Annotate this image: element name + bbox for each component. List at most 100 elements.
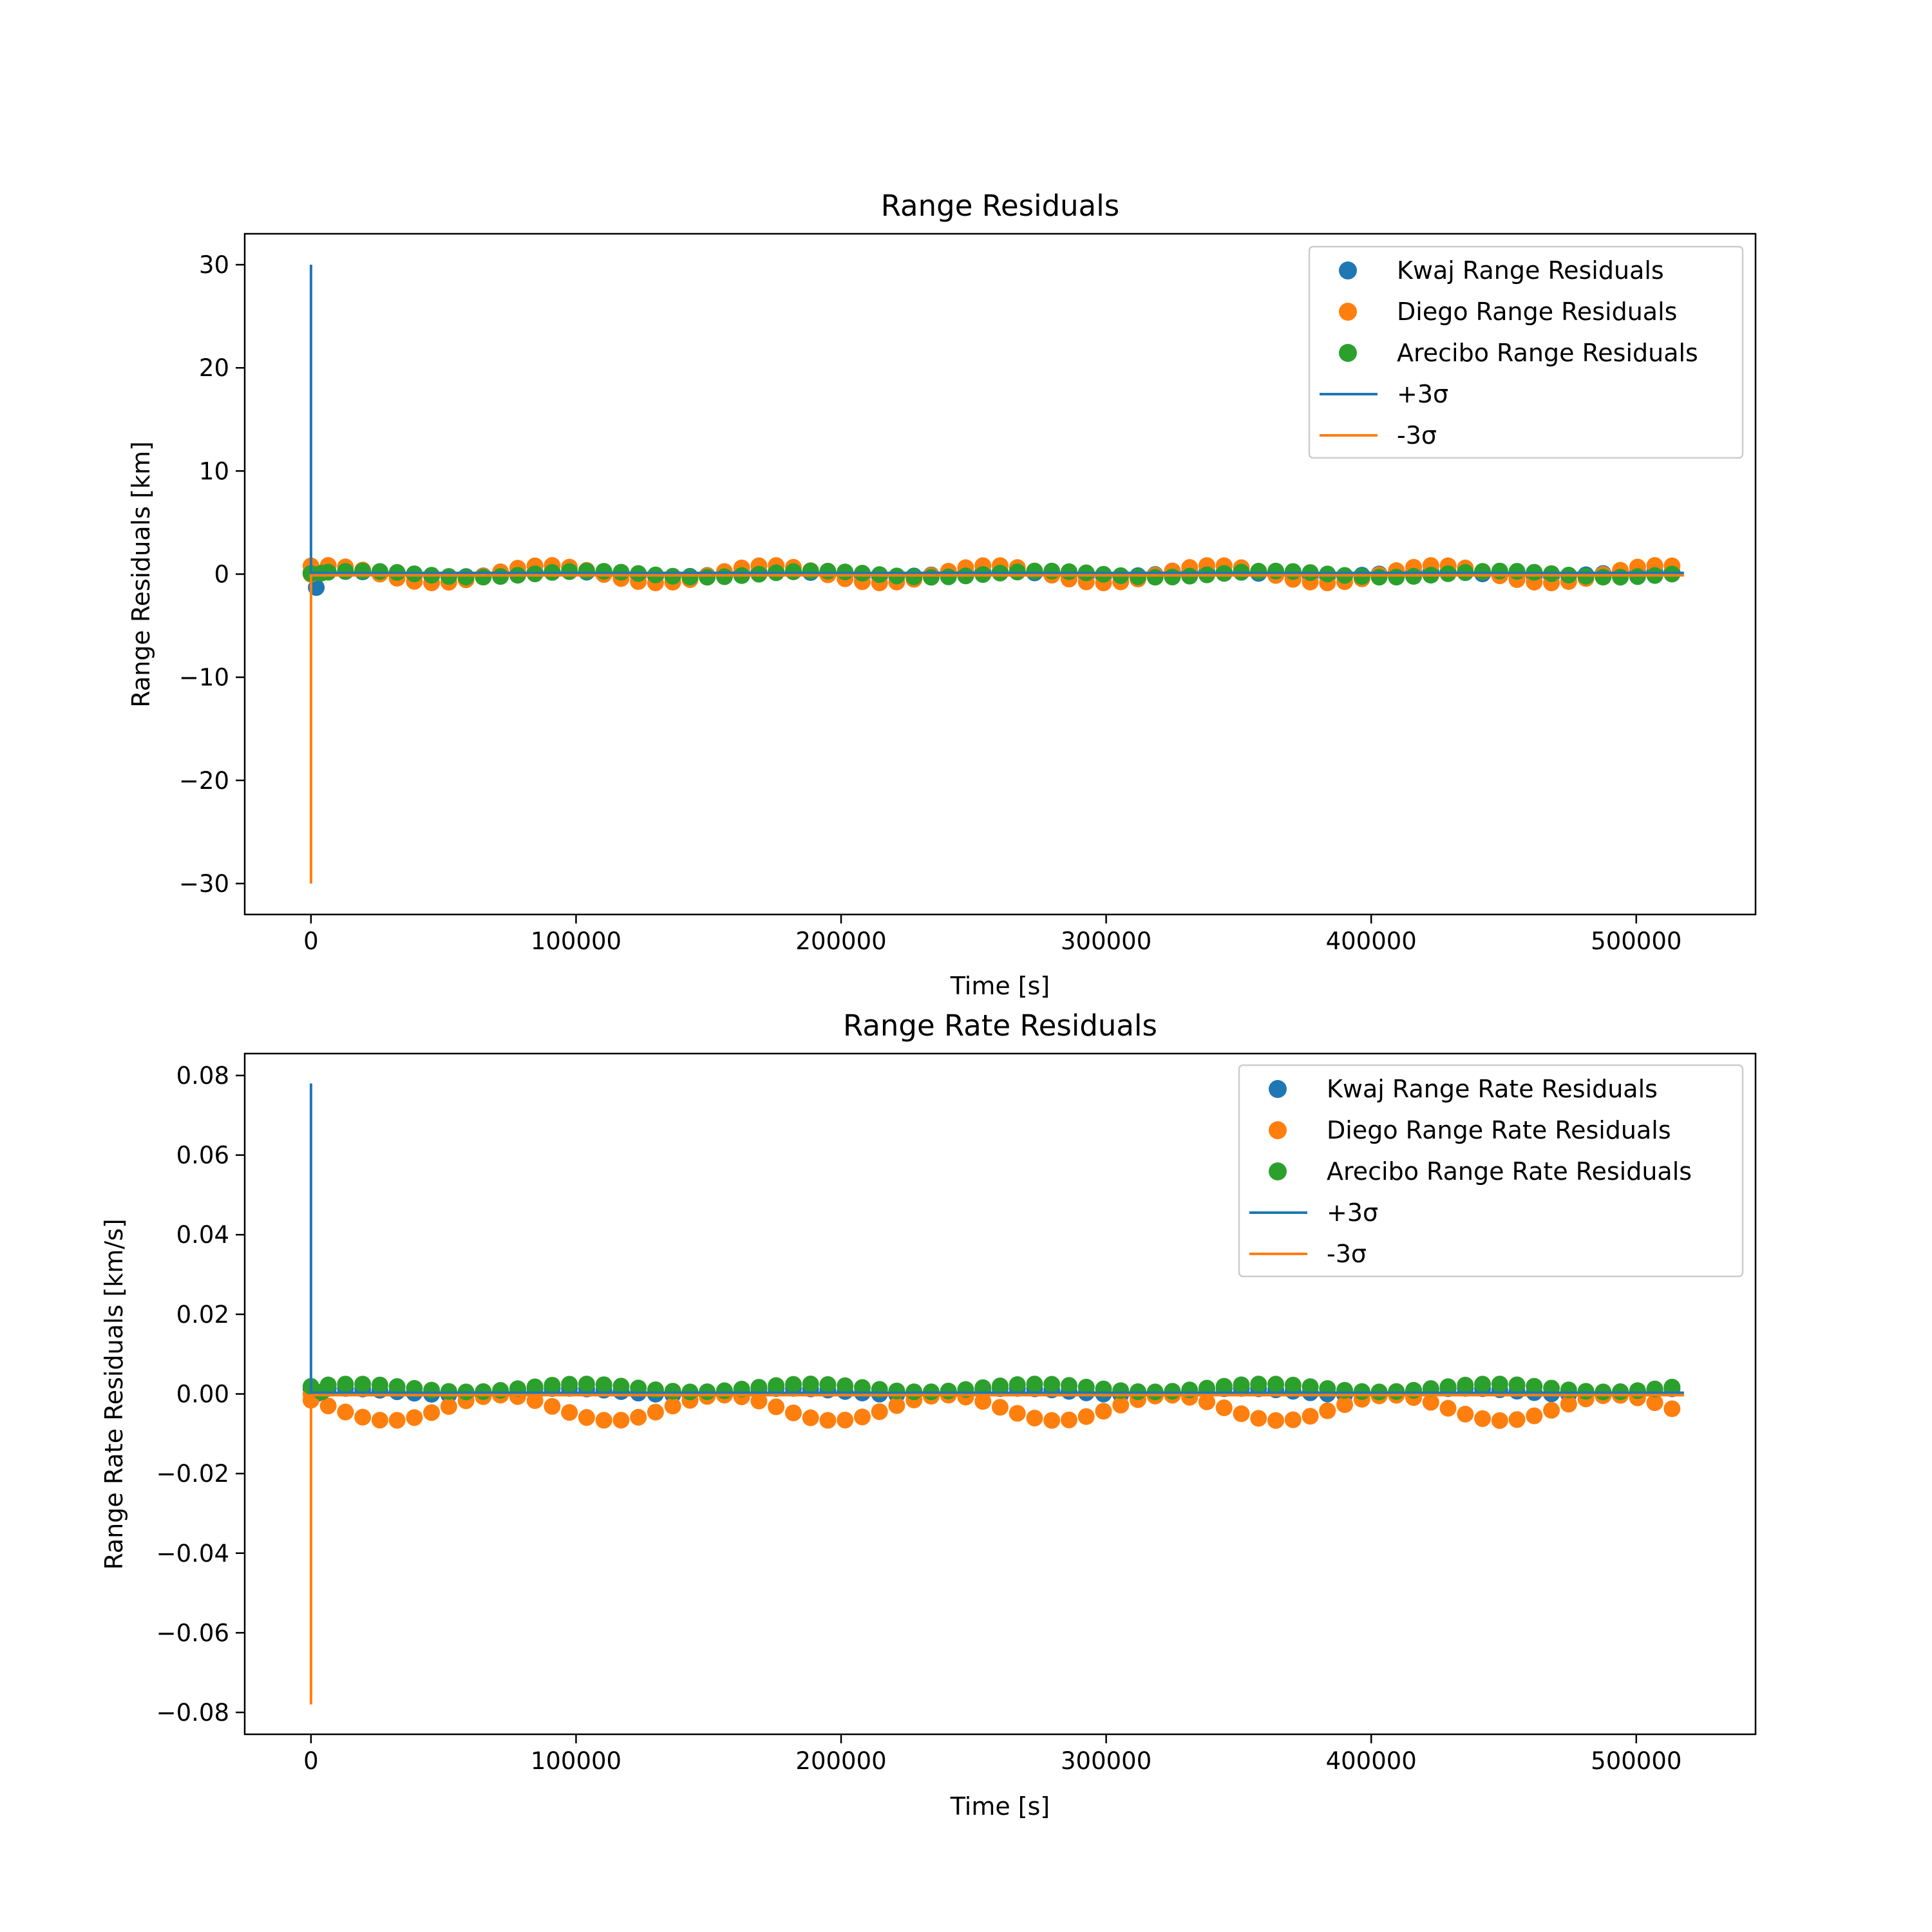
y-tick-label: 0.08: [176, 1062, 229, 1090]
legend-label: Arecibo Range Residuals: [1397, 339, 1698, 367]
x-axis-label: Time [s]: [950, 972, 1050, 1000]
data-point: [1491, 1412, 1508, 1429]
data-point: [561, 1376, 578, 1393]
legend-label: Diego Range Residuals: [1397, 298, 1677, 326]
data-point: [1026, 1409, 1043, 1426]
legend-item: -3σ: [1249, 1240, 1367, 1268]
data-point: [440, 1398, 457, 1416]
data-point: [1560, 1396, 1577, 1413]
data-point: [406, 1409, 423, 1426]
data-point: [1474, 563, 1492, 580]
data-point: [768, 1377, 785, 1394]
data-point: [1095, 1403, 1112, 1420]
sigma-line: [309, 265, 1684, 574]
data-point: [1543, 1401, 1560, 1419]
legend: Kwaj Range Residuals Diego Range Residual…: [1308, 245, 1744, 459]
data-point: [647, 1403, 664, 1421]
data-point: [475, 569, 492, 586]
data-point: [1491, 1376, 1508, 1393]
data-point: [544, 1397, 561, 1415]
data-point: [992, 1378, 1009, 1395]
data-point: [561, 1404, 578, 1421]
x-axis-label: Time [s]: [950, 1792, 1050, 1821]
legend-label: Arecibo Range Rate Residuals: [1327, 1157, 1692, 1186]
data-point: [319, 1376, 337, 1394]
axes-frame: [243, 1052, 1757, 1736]
x-tick-label: 100000: [531, 1747, 621, 1775]
data-point: [1595, 569, 1612, 586]
sigma-line: [309, 1083, 1684, 1394]
legend-label: -3σ: [1327, 1240, 1367, 1268]
chart-title: Range Residuals: [881, 189, 1119, 223]
data-point: [837, 1377, 854, 1394]
data-point: [371, 1412, 388, 1429]
legend-box: [1308, 245, 1744, 459]
data-point: [837, 1412, 854, 1429]
data-point: [1130, 568, 1147, 585]
data-point: [1026, 1376, 1043, 1393]
data-point: [1146, 569, 1164, 586]
legend-label: +3σ: [1397, 380, 1448, 408]
sigma-line: [309, 574, 1684, 884]
data-point: [1267, 562, 1285, 580]
data-point: [561, 563, 578, 580]
data-point: [1439, 1399, 1457, 1417]
data-point: [853, 1408, 871, 1426]
legend-marker: [1269, 1080, 1287, 1098]
data-point: [1250, 1376, 1267, 1393]
y-tick-label: −0.06: [156, 1619, 229, 1647]
legend-marker: [1339, 261, 1357, 279]
data-point: [1077, 1408, 1095, 1425]
data-point: [1474, 1410, 1492, 1427]
data-point: [371, 1376, 388, 1394]
y-tick-label: 30: [199, 251, 229, 279]
data-point: [1388, 569, 1405, 586]
data-point: [1457, 1376, 1474, 1394]
legend-label: Kwaj Range Rate Residuals: [1327, 1075, 1658, 1103]
data-point: [1336, 1396, 1354, 1414]
data-point: [974, 1393, 992, 1410]
x-tick-label: 400000: [1326, 927, 1417, 955]
data-point: [595, 1376, 612, 1394]
axis-ticks: 0 100000 200000 300000 400000 500000 −30 −20 −10…: [179, 251, 1682, 955]
data-point: [699, 569, 716, 586]
y-tick-label: 0: [214, 561, 229, 589]
y-tick-label: 20: [199, 354, 229, 382]
data-point: [888, 1382, 905, 1399]
data-point: [578, 1409, 595, 1426]
data-point: [819, 1376, 837, 1393]
data-point: [1526, 1378, 1543, 1395]
data-point: [354, 1408, 372, 1426]
x-tick-label: 300000: [1061, 927, 1151, 955]
data-point: [1215, 1378, 1233, 1395]
data-point: [1043, 1412, 1061, 1429]
x-tick-label: 500000: [1591, 1747, 1681, 1775]
data-point: [888, 1397, 905, 1414]
data-point: [1284, 1411, 1302, 1428]
data-point: [1474, 1376, 1492, 1393]
legend-marker: [1269, 1121, 1287, 1139]
data-point: [1370, 569, 1388, 586]
data-point: [1457, 1405, 1474, 1423]
data-point: [1508, 1411, 1526, 1428]
data-point: [526, 1378, 544, 1396]
data-point: [784, 1376, 802, 1393]
y-axis-label: Range Residuals [km]: [127, 441, 155, 708]
y-tick-label: 0.06: [176, 1142, 229, 1170]
data-point: [578, 562, 595, 580]
plot-area: [302, 265, 1684, 884]
data-point: [715, 568, 733, 585]
y-axis-label: Range Rate Residuals [km/s]: [100, 1218, 128, 1569]
data-point: [1302, 1408, 1319, 1425]
data-point: [1233, 1405, 1250, 1423]
data-point: [337, 1403, 354, 1421]
data-point: [768, 1398, 785, 1416]
legend-item: Arecibo Range Rate Residuals: [1269, 1157, 1692, 1186]
data-point: [595, 563, 612, 580]
axis-ticks: 0 100000 200000 300000 400000 500000 −0.08 −0.0…: [156, 1062, 1682, 1775]
data-point: [1422, 1394, 1439, 1411]
legend-label: Diego Range Rate Residuals: [1327, 1116, 1671, 1144]
data-point: [578, 1376, 595, 1393]
legend-item: -3σ: [1320, 421, 1437, 450]
data-point: [337, 563, 354, 580]
